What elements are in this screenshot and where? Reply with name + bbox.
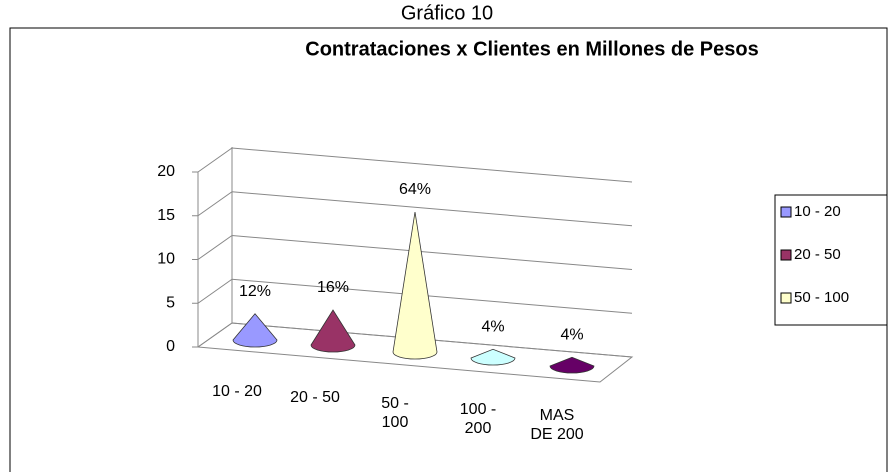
data-label: 64% <box>399 181 431 198</box>
chart-title: Contrataciones x Clientes en Millones de… <box>305 38 758 60</box>
data-label: 12% <box>239 283 271 300</box>
legend-label: 50 - 100 <box>794 289 849 306</box>
frame <box>9 27 888 472</box>
x-tick-label: 10 - 20 <box>212 383 262 400</box>
grid-line <box>197 234 633 270</box>
cone <box>392 211 438 360</box>
cone <box>310 309 356 353</box>
cone <box>232 313 278 348</box>
grid-line <box>197 322 633 358</box>
legend-swatch <box>780 292 792 304</box>
legend-label: 20 - 50 <box>794 246 841 263</box>
y-tick-label: 0 <box>166 338 175 355</box>
data-label: 16% <box>317 279 349 296</box>
page-heading: Gráfico 10 <box>401 2 493 24</box>
x-tick-label: 50 - 100 <box>381 395 409 431</box>
grid-line <box>197 191 633 227</box>
x-tick-label: MAS DE 200 <box>530 407 584 443</box>
y-tick-label: 15 <box>157 207 175 224</box>
x-tick-label: 20 - 50 <box>290 389 340 406</box>
grid-line <box>197 147 633 183</box>
cone <box>549 356 595 374</box>
legend-label: 10 - 20 <box>794 203 841 220</box>
data-label: 4% <box>560 326 583 343</box>
grid-line <box>197 278 633 314</box>
y-tick-label: 20 <box>157 163 175 180</box>
y-tick-label: 5 <box>166 294 175 311</box>
data-label: 4% <box>481 318 504 335</box>
x-tick-label: 100 - 200 <box>459 401 497 437</box>
legend-swatch <box>780 249 792 261</box>
legend-swatch <box>780 206 792 218</box>
y-tick-label: 10 <box>157 251 175 268</box>
legend-box <box>774 194 888 326</box>
cone <box>470 348 516 366</box>
